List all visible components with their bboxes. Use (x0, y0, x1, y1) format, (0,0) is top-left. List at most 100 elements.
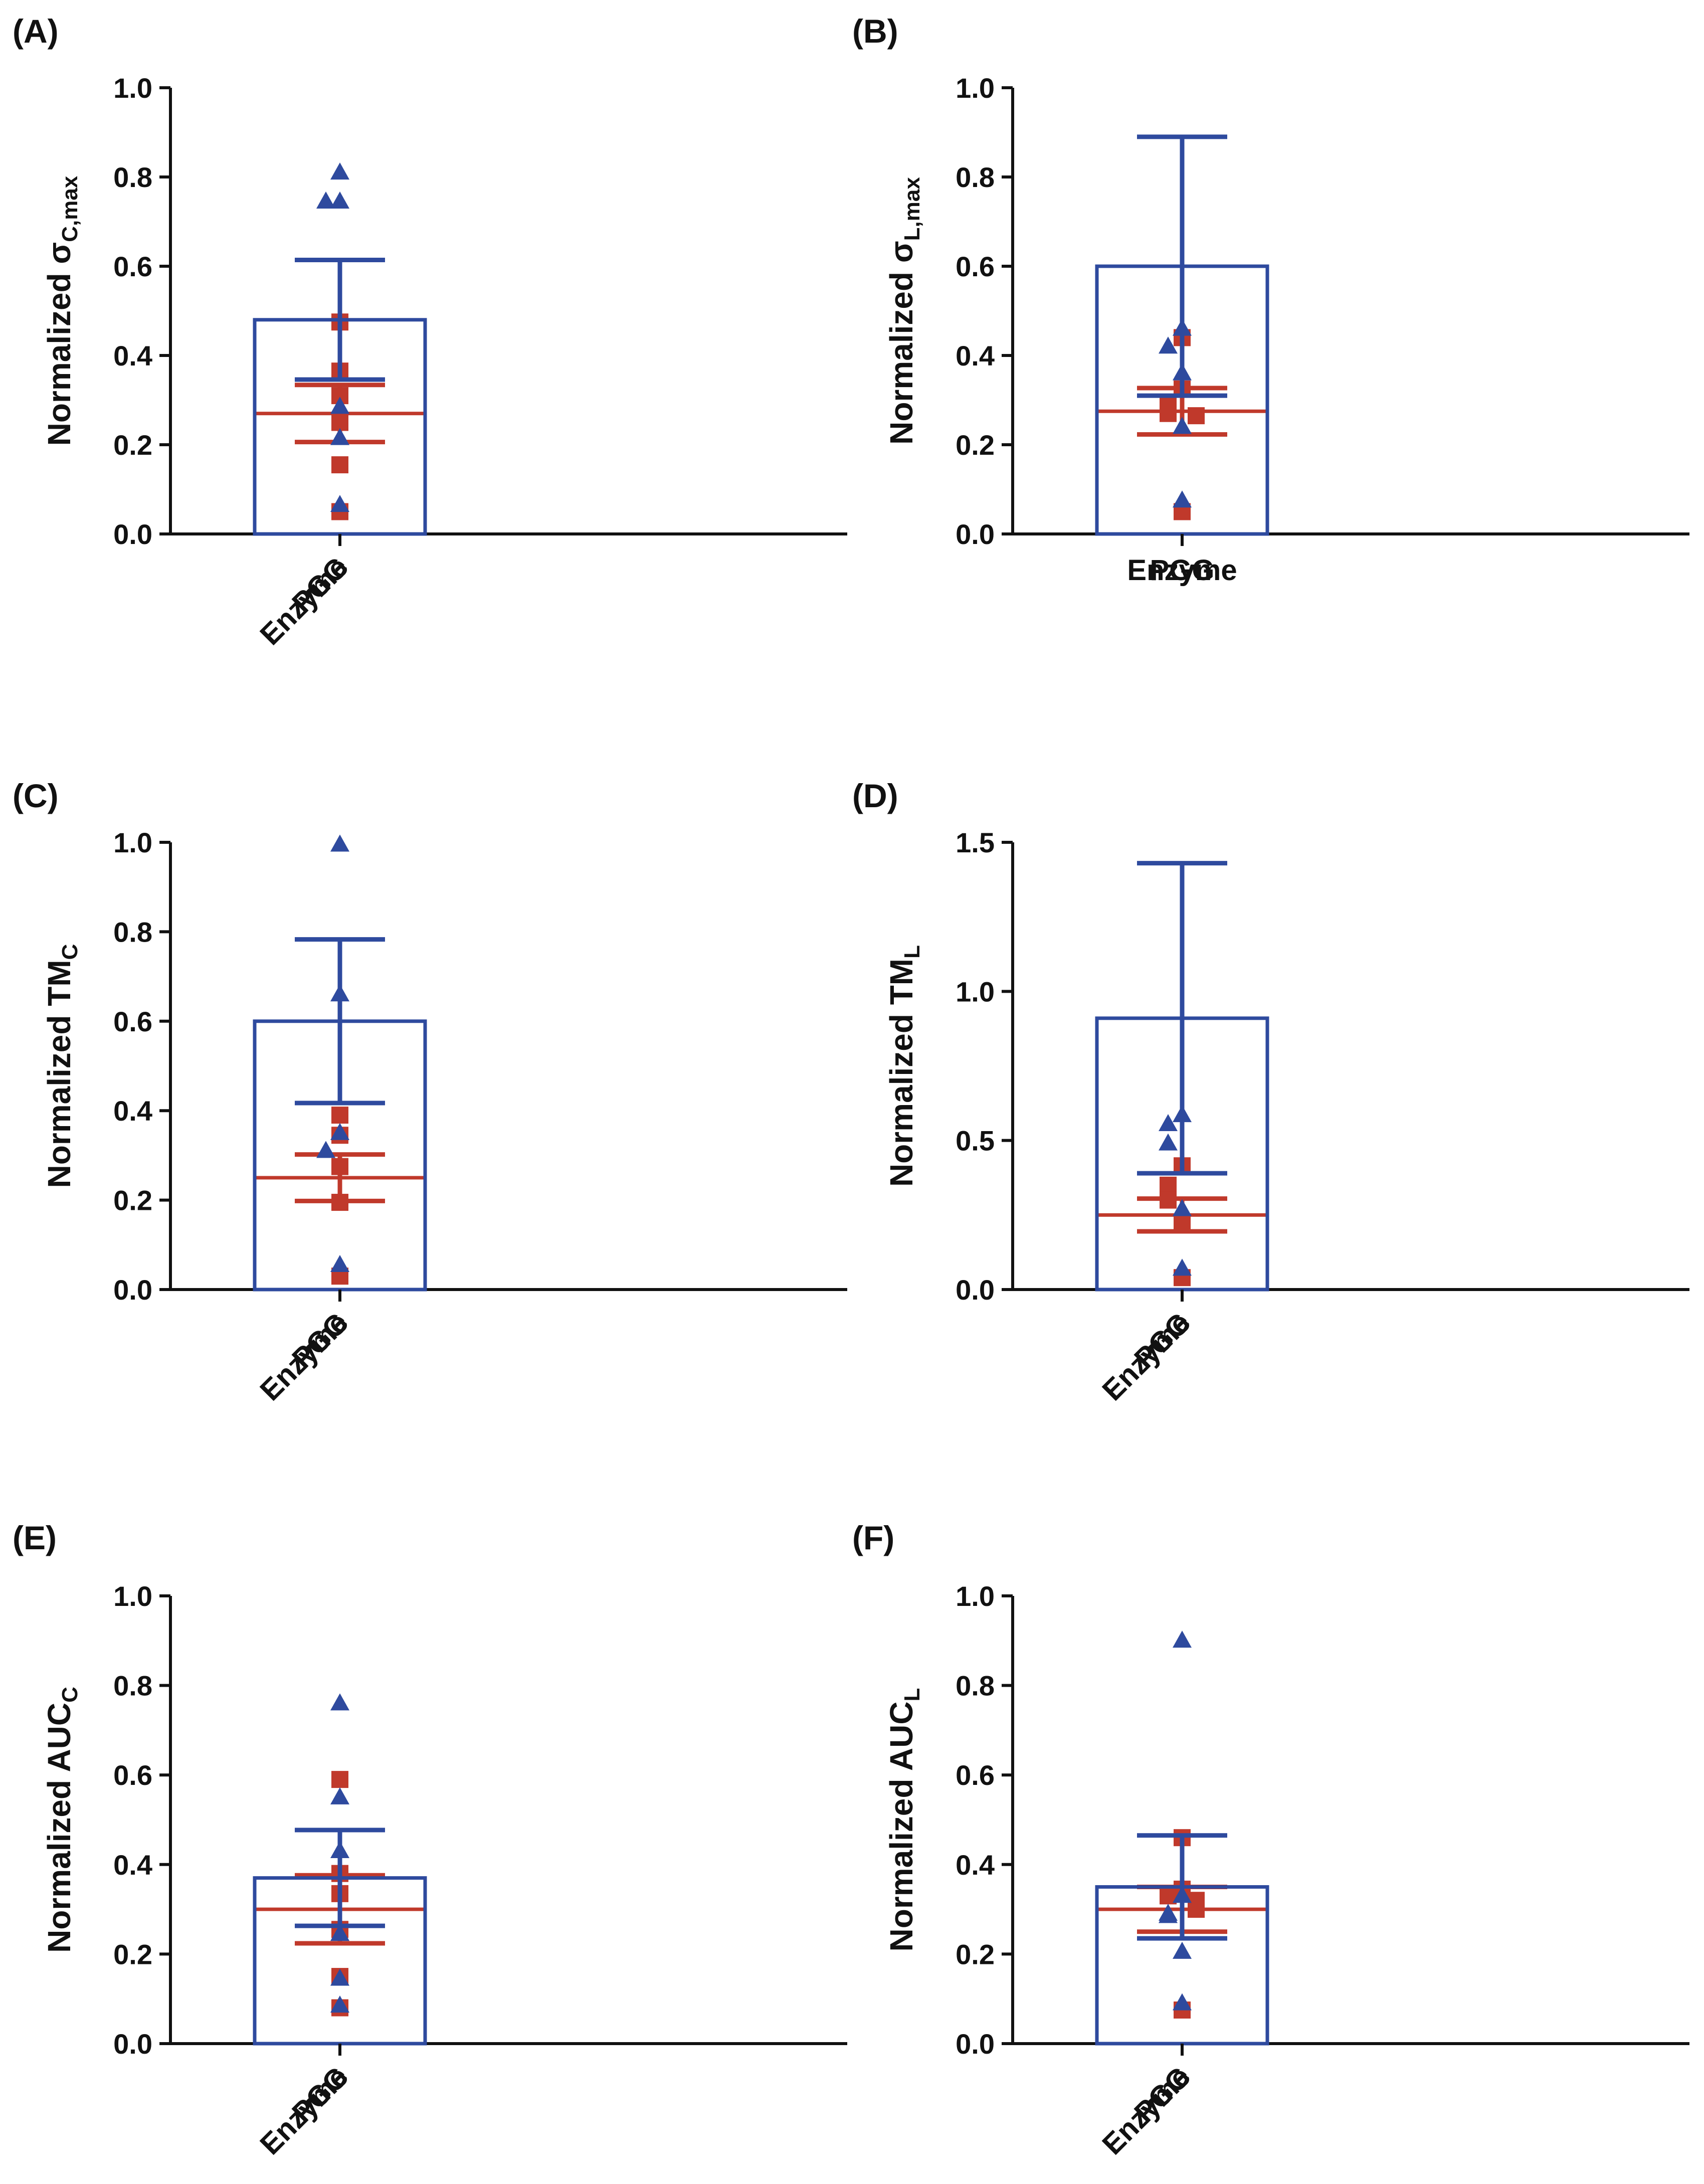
y-tick-label: 0.0 (113, 1274, 152, 1306)
y-tick-label: 0.6 (956, 251, 995, 282)
y-tick-label: 0.5 (956, 1125, 995, 1157)
y-tick-label: 0.8 (113, 1670, 152, 1702)
data-point-enzyme (1160, 1191, 1177, 1209)
panel-label: (A) (13, 13, 59, 50)
data-point-pgg (1173, 1199, 1192, 1216)
panel-label: (B) (852, 13, 898, 50)
y-tick-label: 0.4 (113, 1095, 152, 1127)
y-axis-title: Normalized σL,max (883, 177, 924, 445)
y-axis-title-subscript: C (58, 944, 82, 960)
data-point-pgg (330, 1841, 349, 1859)
y-tick-label: 0.6 (113, 1006, 152, 1037)
y-tick-label: 0.8 (956, 1670, 995, 1702)
data-point-enzyme (331, 1107, 348, 1124)
y-tick-label: 1.0 (956, 1580, 995, 1612)
data-point-enzyme (1174, 1214, 1191, 1231)
data-point-pgg (1173, 1258, 1192, 1276)
data-point-enzyme (331, 456, 348, 474)
data-point-pgg (330, 984, 349, 1002)
y-tick-label: 0.2 (113, 1938, 152, 1970)
y-axis-title-main: Normalized TM (41, 960, 77, 1188)
y-axis-title-subscript: C,max (58, 175, 82, 242)
data-point-pgg (316, 1141, 335, 1158)
y-tick-label: 0.4 (113, 1849, 152, 1881)
data-point-pgg (1173, 1105, 1192, 1123)
y-tick-label: 1.0 (113, 827, 152, 858)
data-point-enzyme (1188, 1901, 1205, 1918)
data-point-enzyme (331, 1158, 348, 1175)
y-tick-label: 1.0 (956, 72, 995, 104)
y-tick-label: 0.4 (956, 340, 995, 372)
data-point-pgg (1159, 1906, 1178, 1923)
y-axis-title-main: Normalized (41, 264, 77, 446)
data-point-pgg (330, 495, 349, 512)
y-axis-title-main: Normalized AUC (41, 1703, 77, 1953)
panel-label: (D) (852, 777, 898, 814)
data-point-pgg (330, 1254, 349, 1272)
y-tick-label: 1.0 (956, 976, 995, 1007)
y-tick-label: 0.2 (956, 429, 995, 461)
y-tick-label: 0.2 (113, 429, 152, 461)
data-point-enzyme (1160, 1176, 1177, 1194)
data-point-pgg (1159, 1133, 1178, 1151)
data-point-pgg (1173, 417, 1192, 434)
data-point-pgg (330, 1787, 349, 1804)
y-tick-label: 1.0 (113, 72, 152, 104)
y-tick-label: 0.4 (113, 340, 152, 372)
data-point-pgg (1173, 1941, 1192, 1959)
x-category-label: Enzyme (1127, 554, 1237, 587)
panel-label: (E) (13, 1519, 57, 1556)
y-axis-title-main: Normalized TM (883, 959, 919, 1187)
y-tick-label: 0.6 (113, 251, 152, 282)
y-tick-label: 0.2 (113, 1185, 152, 1216)
y-axis-title-symbol: σ (883, 241, 919, 263)
y-axis-title-main: Normalized (883, 263, 919, 445)
y-tick-label: 0.0 (113, 2028, 152, 2060)
data-point-pgg (1173, 1630, 1192, 1648)
data-point-enzyme (1188, 407, 1205, 425)
data-point-pgg (1159, 1114, 1178, 1131)
data-point-pgg (1173, 1993, 1192, 2011)
data-point-pgg (1159, 336, 1178, 354)
y-axis-title: Normalized AUCC (41, 1687, 82, 1953)
data-point-pgg (330, 428, 349, 445)
data-point-enzyme (1160, 405, 1177, 422)
data-point-pgg (330, 1123, 349, 1140)
data-point-pgg (330, 191, 349, 209)
panel-label: (F) (852, 1519, 894, 1556)
y-tick-label: 0.4 (956, 1849, 995, 1881)
y-tick-label: 0.0 (956, 518, 995, 550)
y-axis-title-main: Normalized AUC (883, 1701, 919, 1951)
y-axis-title: Normalized TML (883, 945, 924, 1187)
y-axis-title-subscript: L (900, 945, 924, 959)
data-point-pgg (330, 397, 349, 414)
data-point-pgg (316, 191, 335, 209)
y-tick-label: 0.6 (956, 1759, 995, 1791)
y-tick-label: 0.8 (113, 161, 152, 193)
data-point-pgg (330, 1924, 349, 1941)
y-tick-label: 0.6 (113, 1759, 152, 1791)
y-axis-title-subscript: L,max (900, 177, 924, 241)
y-tick-label: 0.8 (113, 916, 152, 948)
data-point-pgg (330, 1995, 349, 2013)
y-tick-label: 1.0 (113, 1580, 152, 1612)
y-tick-label: 0.8 (956, 161, 995, 193)
y-axis-title-subscript: C (58, 1687, 82, 1703)
y-tick-label: 0.2 (956, 1938, 995, 1970)
data-point-pgg (1173, 363, 1192, 381)
y-tick-label: 1.5 (956, 827, 995, 858)
y-axis-title: Normalized AUCL (883, 1688, 924, 1952)
data-point-pgg (1173, 1886, 1192, 1903)
data-point-pgg (330, 1968, 349, 1986)
data-point-pgg (330, 834, 349, 852)
data-point-enzyme (331, 1771, 348, 1788)
y-axis-title: Normalized TMC (41, 944, 82, 1188)
y-tick-label: 0.0 (956, 1274, 995, 1306)
data-point-pgg (330, 162, 349, 180)
data-point-enzyme (331, 1194, 348, 1211)
